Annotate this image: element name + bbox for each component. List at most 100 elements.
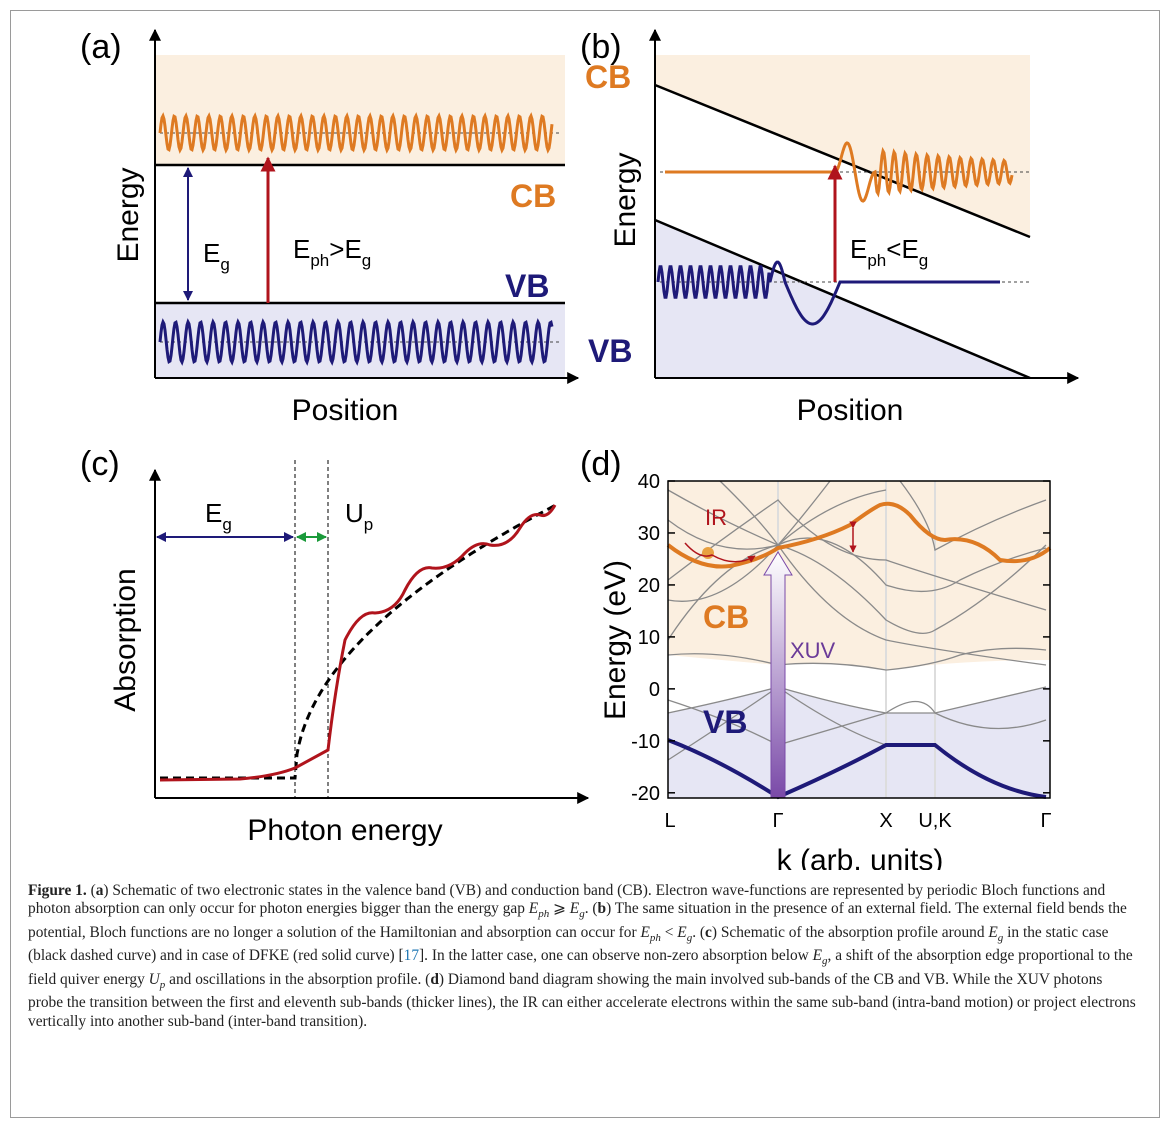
cb-wave <box>158 112 554 154</box>
cb-wave <box>665 141 1014 203</box>
caption-text: E <box>988 923 998 941</box>
caption-text: 17 <box>403 947 420 965</box>
band <box>667 686 1047 714</box>
caption-text: E <box>640 923 650 941</box>
caption-text: c <box>705 923 712 941</box>
figure-caption: Figure 1. (a) Schematic of two electroni… <box>28 882 1140 1031</box>
caption-text: U <box>345 498 364 528</box>
up-label: Up <box>345 498 373 534</box>
caption-text: E <box>293 234 310 264</box>
caption-text: g <box>220 255 229 274</box>
xuv-label: XUV <box>790 638 836 663</box>
caption-text: in the static case (black dashed curve) … <box>28 923 1109 965</box>
y-tick-label: 10 <box>638 627 660 649</box>
caption-text: < <box>660 923 678 941</box>
caption-text: g <box>579 908 585 921</box>
y-label: Absorption <box>109 568 142 711</box>
k-point-label: L <box>664 810 675 832</box>
k-point-label: Γ <box>772 810 783 832</box>
y-label: Energy <box>112 167 145 262</box>
band-diagram: -20 -10 0 10 20 30 40 L Γ X U,K Γ <box>631 471 1051 832</box>
y-label: Energy (eV) <box>599 560 632 720</box>
caption-text: ( <box>86 882 96 899</box>
valence-band <box>667 738 1047 800</box>
caption-text: , a shift of the absorption edge proport… <box>28 947 1133 988</box>
band <box>719 480 831 547</box>
caption-text: g <box>919 251 928 270</box>
caption-text: E <box>812 947 823 965</box>
caption-text: ) The same situation in the presence of … <box>28 900 1127 941</box>
caption-text: ) Diamond band diagram showing the main … <box>28 970 1136 1030</box>
caption-text: U <box>148 970 160 988</box>
caption-text: E <box>205 498 222 528</box>
caption-text: E <box>677 923 687 941</box>
band <box>667 537 1047 602</box>
vb-wave <box>656 260 1000 326</box>
caption-text: g <box>362 251 371 270</box>
photon-label: Eph<Eg <box>850 234 928 270</box>
caption-text: ph <box>538 908 550 921</box>
caption-text: d <box>430 970 439 988</box>
caption-text: ) Schematic of two electronic states in … <box>28 882 1106 918</box>
caption-text: ) Schematic of the absorption profile ar… <box>711 923 989 941</box>
caption-text: p <box>364 515 373 534</box>
vb-label: VB <box>505 268 549 304</box>
figure: (a) Energy Position CB VB Eg Eph>Eg (b) … <box>80 28 1080 870</box>
band <box>885 700 1047 730</box>
caption-text: g <box>686 931 693 944</box>
cb-label: CB <box>585 59 631 95</box>
x-label: k (arb. units) <box>777 844 944 870</box>
caption-text: E <box>203 238 220 268</box>
figure-frame <box>10 10 1160 1118</box>
x-label: Position <box>797 394 904 427</box>
panel-label: (b) <box>580 28 622 66</box>
vb-label: VB <box>588 333 632 369</box>
x-label: Photon energy <box>247 814 442 847</box>
y-tick-label: 40 <box>638 471 660 493</box>
panel-label: (d) <box>580 445 622 483</box>
caption-text: b <box>597 900 607 918</box>
caption-text: ph <box>867 251 886 270</box>
caption-text: E <box>528 900 539 918</box>
conduction-band <box>666 501 1052 569</box>
electron <box>702 547 714 559</box>
panel-label: (a) <box>80 28 122 66</box>
k-point-label: X <box>879 810 892 832</box>
cb-edge <box>654 83 1031 239</box>
y-tick-label: 0 <box>649 679 660 701</box>
band <box>667 499 1047 611</box>
caption-text: g <box>997 931 1004 944</box>
gap-label: Eg <box>203 238 230 274</box>
xuv-arrow <box>763 551 793 798</box>
plot-frame <box>667 480 1051 799</box>
band <box>667 647 1047 671</box>
band <box>667 489 1047 666</box>
caption-text: p <box>159 978 166 991</box>
vb-region <box>668 687 1050 798</box>
x-label: Position <box>292 394 399 427</box>
k-point-label: U,K <box>918 810 952 832</box>
intra-band-arrow <box>684 542 756 563</box>
caption-text: . ( <box>692 923 706 941</box>
caption-text: g <box>822 955 828 968</box>
caption-text: ph <box>649 931 661 944</box>
caption-text: g <box>222 515 231 534</box>
photon-label: Eph>Eg <box>293 234 371 270</box>
caption-text: ph <box>310 251 329 270</box>
caption-text: E <box>850 234 867 264</box>
y-tick-label: -20 <box>631 783 660 805</box>
gap-label: Eg <box>205 498 232 534</box>
k-point-label: Γ <box>1040 810 1051 832</box>
caption-text: ]. In the latter case, one can observe n… <box>419 947 813 965</box>
static-absorption <box>160 504 556 780</box>
caption-text: Figure 1. <box>28 882 87 899</box>
cb-label: CB <box>510 178 556 214</box>
caption-text: and oscillations in the absorption profi… <box>165 970 431 988</box>
vb-wave <box>158 318 554 366</box>
vb-label: VB <box>703 704 747 740</box>
vb-edge <box>654 218 1031 380</box>
caption-text: <E <box>886 234 919 264</box>
cb-region <box>155 55 565 165</box>
cb-region <box>668 481 1050 670</box>
